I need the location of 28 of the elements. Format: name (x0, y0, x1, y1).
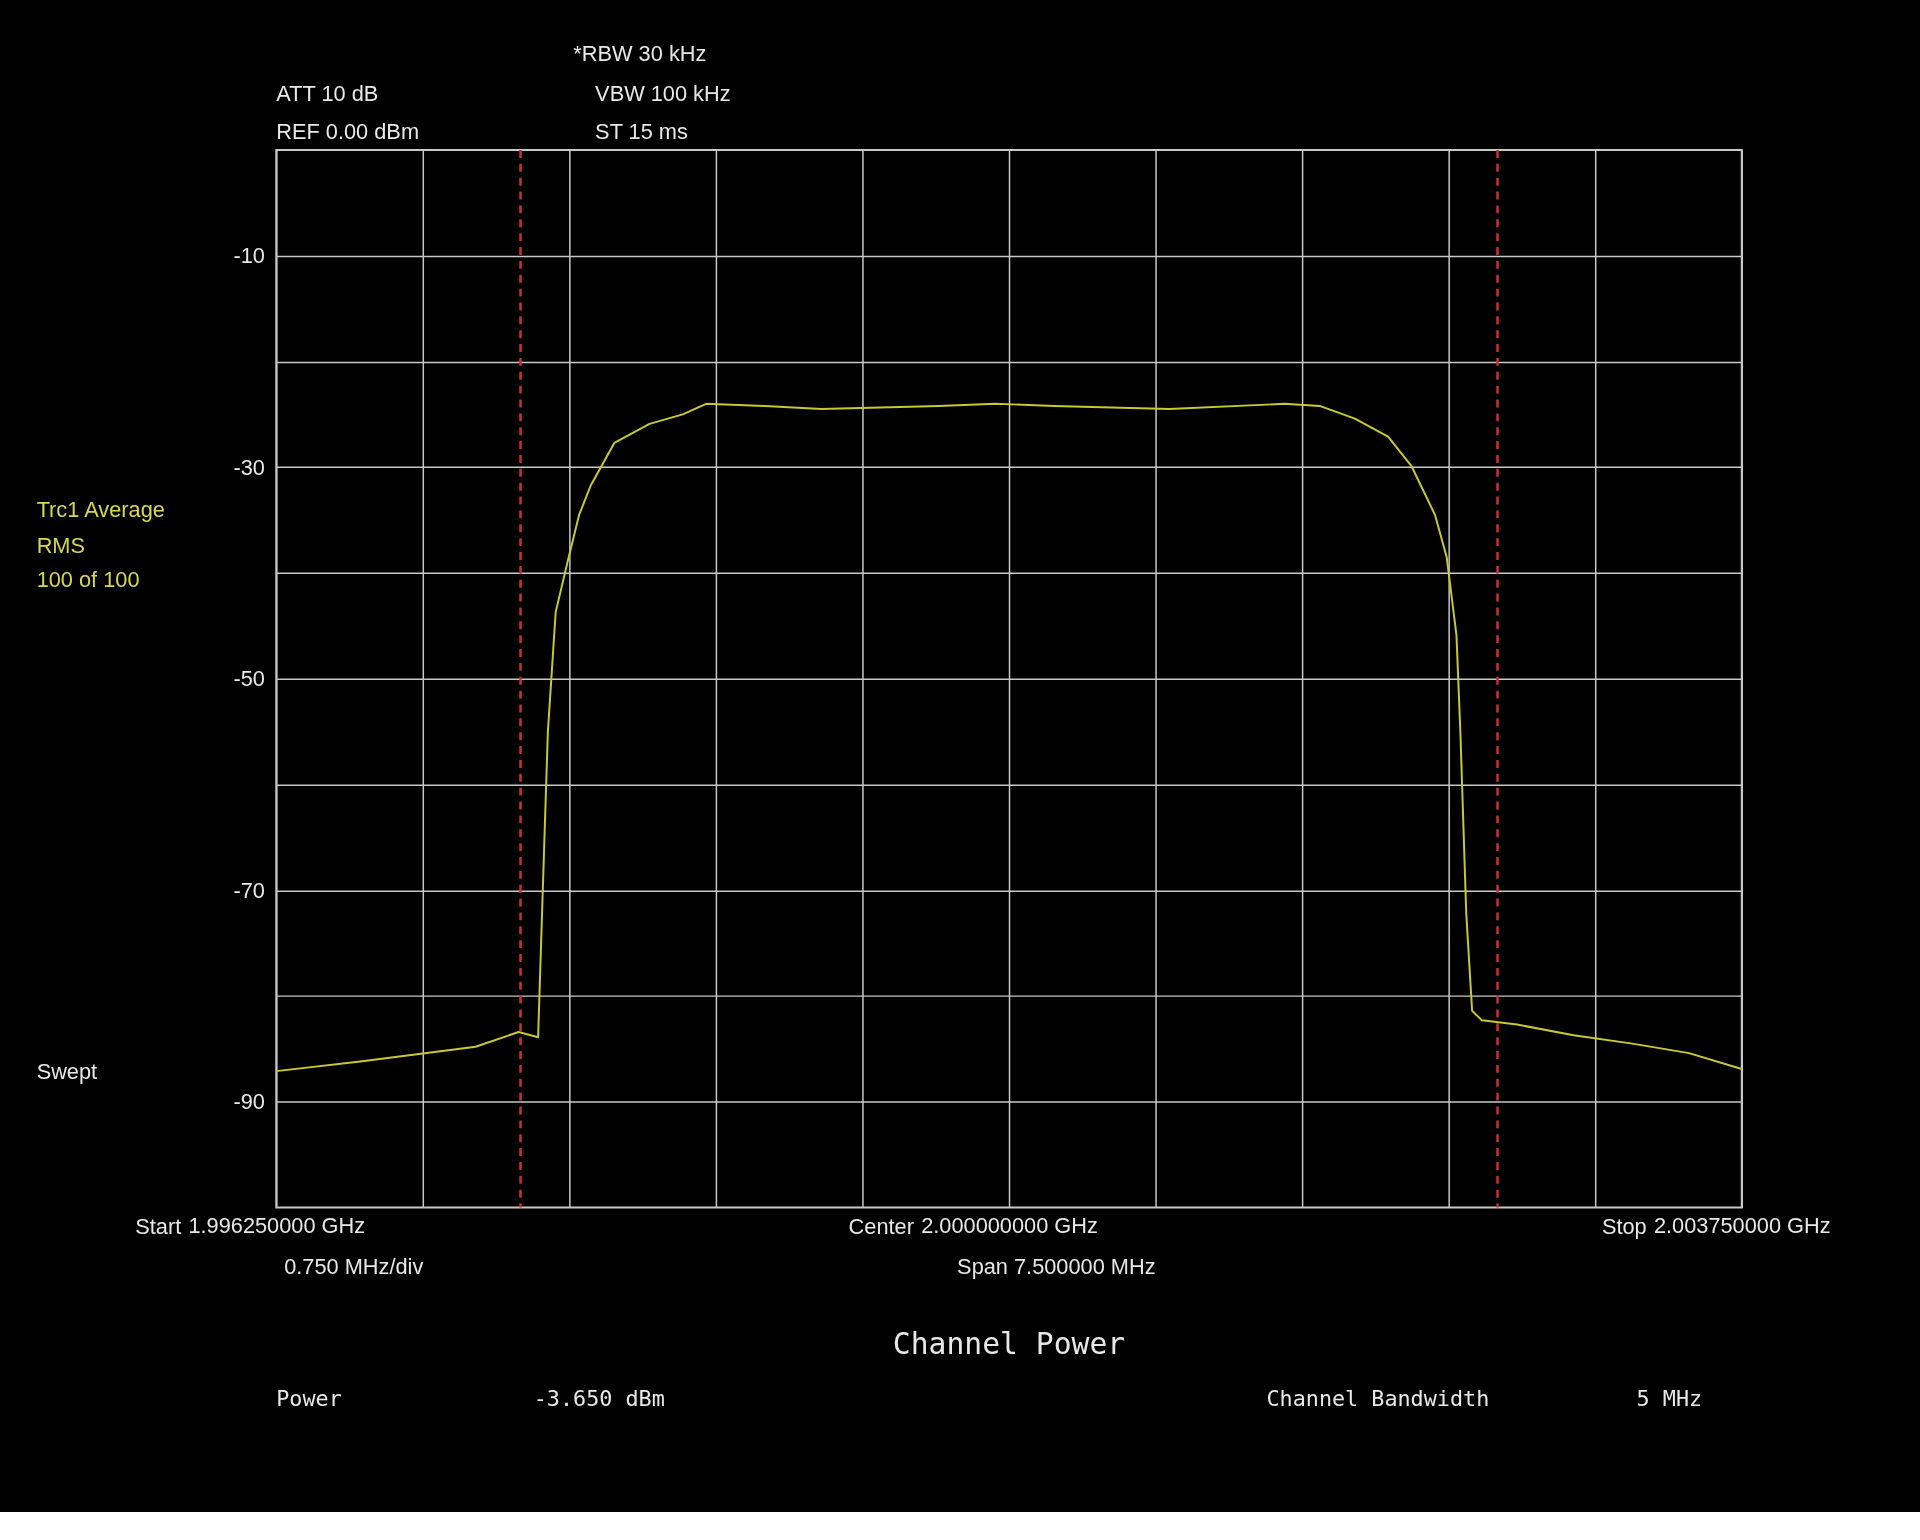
y-tick-label: -90 (233, 1089, 265, 1115)
text: ATT 10 dB (276, 81, 379, 107)
y-tick-label: -10 (233, 243, 265, 269)
text: ST 15 ms (595, 119, 688, 145)
text: Channel Power (892, 1326, 1126, 1362)
text: Swept (36, 1058, 98, 1084)
x-tick-label: 1.996250000 GHz (188, 1212, 366, 1238)
text: Start (135, 1214, 182, 1240)
text: 0.750 MHz/div (284, 1253, 424, 1279)
text: *RBW 30 kHz (573, 40, 707, 66)
x-tick-label: 2.000000000 GHz (921, 1212, 1098, 1238)
text: Channel Bandwidth (1266, 1385, 1490, 1411)
text: RMS (36, 533, 86, 559)
text: Stop (1601, 1214, 1647, 1240)
text: REF 0.00 dBm (276, 119, 420, 145)
y-tick-label: -50 (233, 666, 265, 692)
y-tick-label: -30 (233, 454, 265, 480)
text: -3.650 dBm (533, 1385, 665, 1411)
text: VBW 100 kHz (595, 81, 731, 107)
text: Trc1 Average (36, 497, 165, 523)
text: Center (848, 1214, 914, 1240)
x-tick-label: 2.003750000 GHz (1653, 1212, 1831, 1238)
text: Power (276, 1385, 342, 1411)
line-series (275, 402, 1743, 1073)
text: Span 7.500000 MHz (957, 1253, 1156, 1279)
text: 5 MHz (1636, 1385, 1703, 1411)
text: 100 of 100 (36, 566, 140, 592)
y-tick-label: -70 (233, 877, 265, 903)
